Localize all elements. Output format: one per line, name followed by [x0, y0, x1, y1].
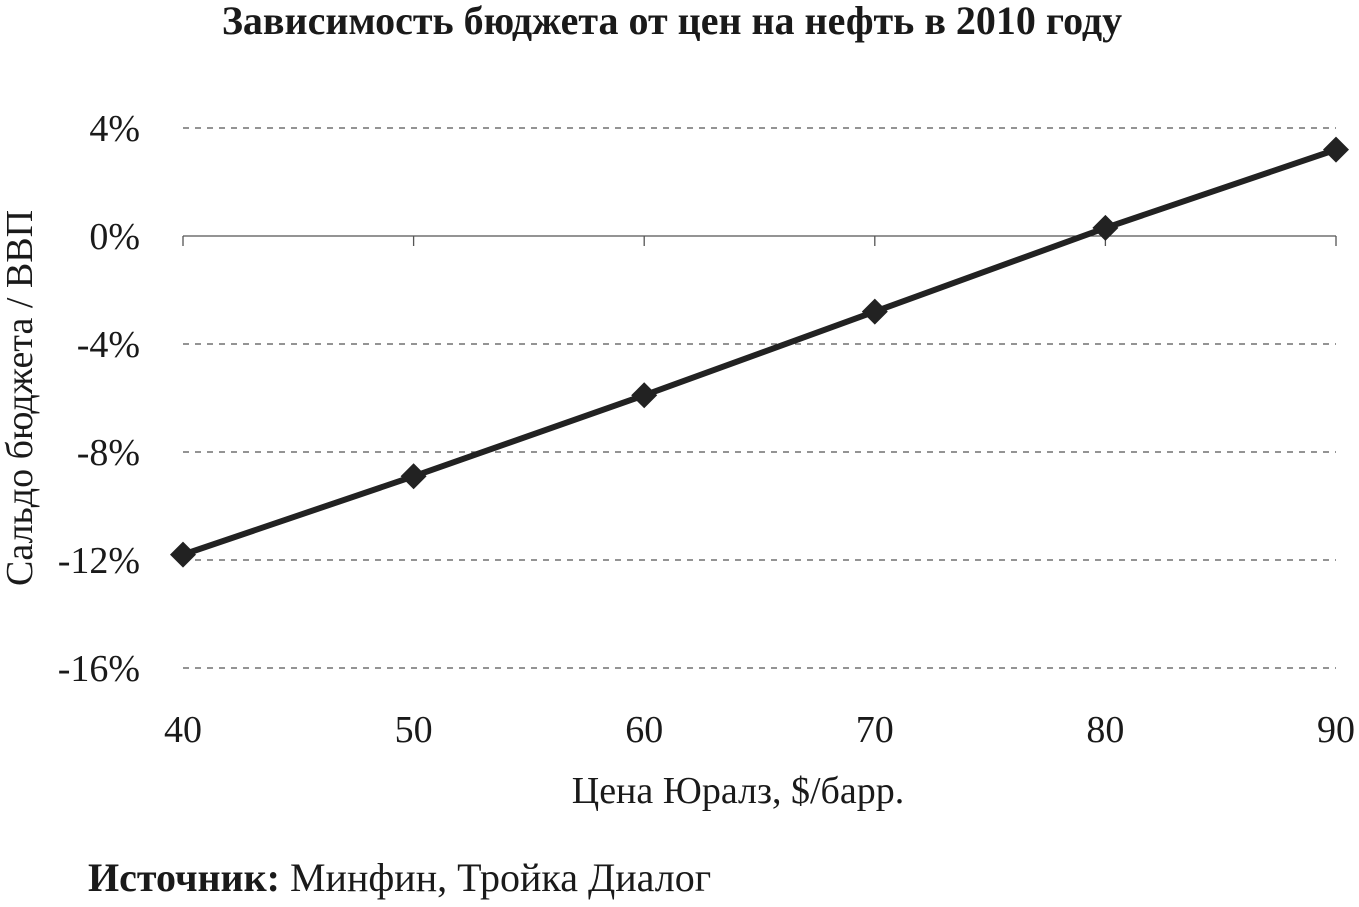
x-axis-ticks: 40 50 60 70 80 90	[164, 709, 1355, 751]
x-tick-label: 40	[164, 709, 202, 751]
y-tick-label: -4%	[77, 324, 140, 366]
source-text: Минфин, Тройка Диалог	[289, 855, 712, 900]
data-point	[400, 463, 427, 490]
x-tick-label: 60	[625, 709, 663, 751]
data-point	[631, 382, 658, 409]
data-point	[861, 298, 888, 325]
y-axis-ticks: 4% 0% -4% -8% -12% -16%	[58, 108, 140, 690]
data-point	[170, 541, 196, 568]
x-tick-label: 80	[1086, 709, 1124, 751]
x-tick-label: 50	[395, 709, 433, 751]
y-axis-label: Сальдо бюджета / ВВП	[0, 210, 41, 586]
data-point	[1092, 214, 1119, 241]
x-axis	[182, 235, 1337, 246]
x-axis-label: Цена Юралз, $/барр.	[572, 770, 905, 812]
source-label: Источник:	[88, 855, 280, 900]
y-tick-label: 4%	[89, 108, 140, 150]
source-note: Источник: Минфин, Тройка Диалог	[88, 858, 711, 898]
y-tick-label: 0%	[89, 216, 140, 258]
y-tick-label: -12%	[58, 540, 140, 582]
chart-title: Зависимость бюджета от цен на нефть в 20…	[222, 0, 1122, 43]
x-tick-label: 70	[856, 709, 894, 751]
series-line	[180, 146, 1339, 558]
y-tick-label: -8%	[77, 432, 140, 474]
data-point	[1323, 136, 1349, 163]
data-series	[170, 136, 1349, 568]
grid-lines	[183, 127, 1336, 669]
y-tick-label: -16%	[58, 648, 140, 690]
x-tick-label: 90	[1317, 709, 1355, 751]
